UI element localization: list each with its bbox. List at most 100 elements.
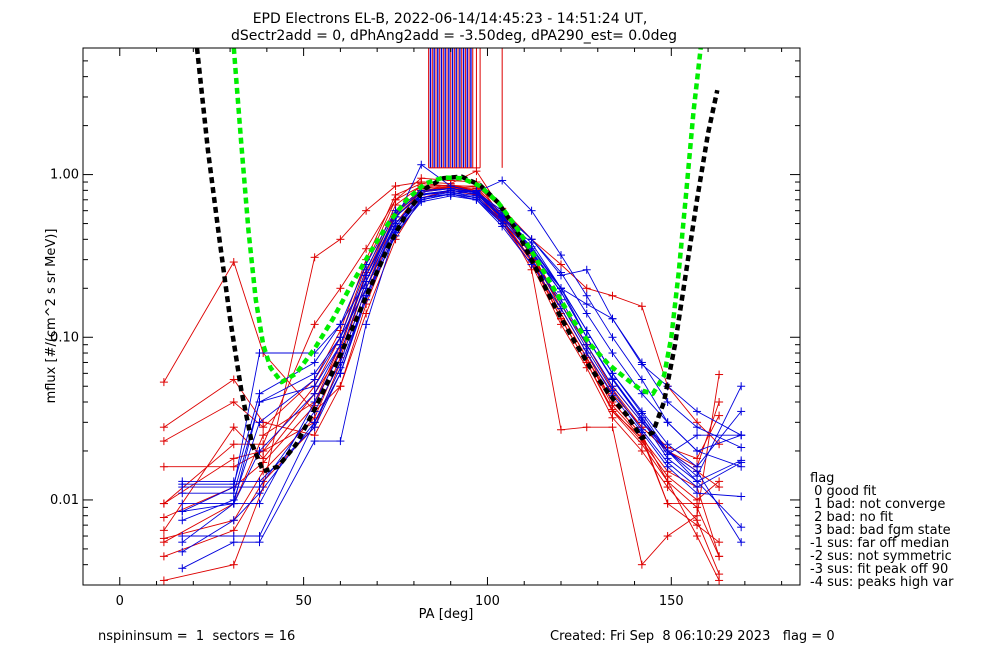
blue-data-point [229, 495, 238, 504]
legend-entry-5: -2 sus: not symmetric [810, 549, 952, 564]
legend-entry-2: 2 bad: no fit [810, 510, 893, 525]
legend-entry-6: -3 sus: fit peak off 90 [810, 562, 948, 577]
blue-data-point [255, 489, 264, 498]
footer-right: Created: Fri Sep 8 06:10:29 2023 flag = … [550, 629, 835, 644]
red-data-point [693, 495, 702, 504]
red-data-point [362, 244, 371, 253]
blue-data-point [178, 489, 187, 498]
legend-title: flag [810, 471, 834, 486]
red-data-point [259, 423, 268, 432]
red-data-point [229, 258, 238, 267]
red-data-point [715, 538, 724, 547]
blue-data-point [417, 197, 426, 206]
flag-legend: flag 0 good fit 1 bad: not converge 2 ba… [810, 471, 954, 590]
blue-data-point [637, 428, 646, 437]
blue-data-point [737, 443, 746, 452]
red-data-point [715, 570, 724, 579]
red-data-point [229, 440, 238, 449]
red-data-point [229, 375, 238, 384]
blue-data-point [637, 375, 646, 384]
red-data-point [391, 182, 400, 191]
red-data-point [715, 552, 724, 561]
blue-data-point [608, 374, 617, 383]
blue-data-point [582, 326, 591, 335]
x-tick-label-0: 0 [116, 594, 124, 609]
blue-data-point [310, 375, 319, 384]
red-data-point [715, 370, 724, 379]
red-series-line-3 [163, 185, 720, 581]
red-data-point [229, 462, 238, 471]
x-tick-label-3: 150 [659, 594, 684, 609]
blue-data-point [663, 440, 672, 449]
red-data-point [229, 454, 238, 463]
blue-data-point [178, 507, 187, 516]
x-axis-label: PA [deg] [419, 607, 474, 622]
blue-data-point [582, 291, 591, 300]
blue-data-point [737, 523, 746, 532]
red-data-point [715, 397, 724, 406]
blue-data-point [582, 300, 591, 309]
blue-data-point [255, 418, 264, 427]
red-data-point [663, 532, 672, 541]
blue-data-point [693, 431, 702, 440]
blue-data-point [178, 564, 187, 573]
blue-data-point [229, 532, 238, 541]
red-data-point [608, 405, 617, 414]
red-data-point [608, 291, 617, 300]
red-data-point [582, 284, 591, 293]
red-data-point [582, 423, 591, 432]
blue-data-point [446, 184, 455, 193]
blue-data-point [178, 532, 187, 541]
legend-entry-1: 1 bad: not converge [810, 497, 945, 512]
series-layer [159, 160, 746, 585]
red-data-point [229, 560, 238, 569]
blue-data-point [336, 320, 345, 329]
legend-entry-4: -1 sus: far off median [810, 536, 949, 551]
red-data-point [159, 576, 168, 585]
blue-data-point [336, 333, 345, 342]
red-data-point [663, 499, 672, 508]
spike-layer [428, 48, 503, 169]
red-data-point [715, 477, 724, 486]
blue-data-point [637, 413, 646, 422]
red-data-point [310, 320, 319, 329]
blue-data-point [608, 333, 617, 342]
blue-data-point [693, 489, 702, 498]
blue-data-point [582, 309, 591, 318]
blue-data-point [336, 369, 345, 378]
red-data-point [637, 302, 646, 311]
blue-data-point [693, 407, 702, 416]
chart-subtitle: dSectr2add = 0, dPhAng2add = -3.50deg, d… [231, 28, 677, 44]
red-data-point [159, 437, 168, 446]
red-series-line-9 [163, 186, 720, 557]
blue-data-point [255, 349, 264, 358]
y-tick-label-0: 0.01 [50, 493, 79, 508]
blue-data-point [229, 480, 238, 489]
red-data-point [229, 423, 238, 432]
red-data-point [608, 423, 617, 432]
blue-data-point [310, 437, 319, 446]
red-data-point [159, 462, 168, 471]
blue-data-point [663, 462, 672, 471]
blue-data-point [178, 547, 187, 556]
blue-data-point [255, 446, 264, 455]
blue-data-point [310, 358, 319, 367]
blue-data-point [737, 492, 746, 501]
blue-data-point [417, 160, 426, 169]
red-series-line-7 [163, 188, 720, 575]
legend-entry-7: -4 sus: peaks high var [810, 575, 954, 590]
fit-layer [194, 48, 720, 474]
blue-data-point [663, 450, 672, 459]
blue-data-point [310, 382, 319, 391]
red-data-point [663, 472, 672, 481]
blue-data-point [663, 397, 672, 406]
blue-data-point [608, 349, 617, 358]
blue-data-point [737, 456, 746, 465]
blue-data-point [310, 418, 319, 427]
blue-data-point [693, 423, 702, 432]
blue-data-point [336, 437, 345, 446]
red-series-line-0 [163, 189, 720, 543]
red-data-point [391, 195, 400, 204]
x-tick-label-1: 50 [295, 594, 312, 609]
red-series-line-10 [163, 187, 720, 539]
